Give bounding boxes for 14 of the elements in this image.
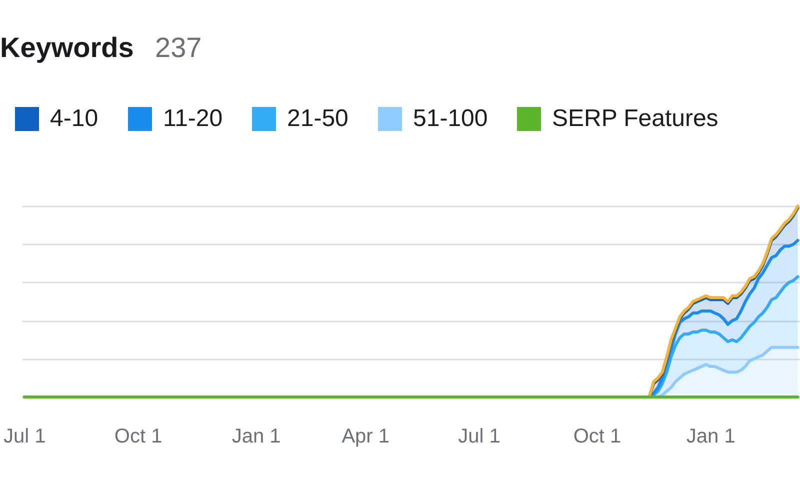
legend-label: 11-20	[163, 105, 223, 132]
legend-label: 4-10	[50, 105, 98, 132]
x-tick-label: Jan 1	[232, 426, 281, 448]
x-tick-label: Oct 1	[114, 426, 162, 448]
legend-label: 51-100	[413, 105, 488, 132]
x-tick-label: Apr 1	[342, 426, 390, 448]
x-tick-label: Jul 1	[458, 426, 500, 448]
x-tick-label: Jul 1	[4, 426, 46, 448]
x-tick-label: Jan 1	[686, 426, 736, 448]
legend-label: SERP Features	[552, 105, 718, 132]
x-tick-label: Oct 1	[573, 426, 622, 448]
chart-title: Keywords	[0, 32, 134, 63]
chart-subtitle: 237	[155, 32, 202, 63]
legend-label: 21-50	[287, 105, 348, 132]
